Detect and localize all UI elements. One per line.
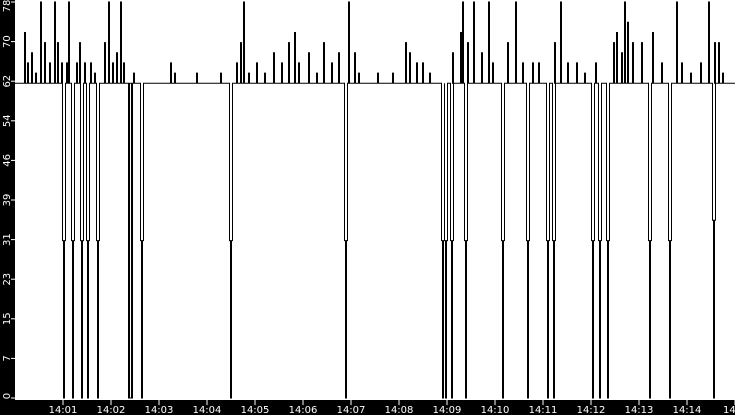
x-tick-label: 14:08 [385,405,414,415]
x-tick-label: 14:07 [337,405,366,415]
x-tick-label: 14:02 [97,405,126,415]
x-tick-label: 14:14 [673,405,702,415]
x-tick-label: 14:11 [529,405,558,415]
x-tick-label: 14:05 [241,405,270,415]
x-tick-label: 14:01 [49,405,78,415]
y-tick-label: 31 [2,233,13,246]
x-tick-label: 14:04 [193,405,222,415]
y-tick-label: 23 [2,273,13,286]
y-tick-label: 39 [2,194,13,207]
y-tick-label: 7 [2,355,13,361]
y-tick-label: 70 [2,35,13,48]
x-tick-label: 14:10 [481,405,510,415]
x-tick-label: 14:13 [625,405,654,415]
y-tick-label: 0 [2,393,13,399]
x-tick-label: 14:06 [289,405,318,415]
x-tick-label: 14:1 [723,405,735,415]
y-tick-label: 78 [2,0,13,12]
y-tick-label: 62 [2,75,13,88]
y-tick-label: 54 [2,114,13,127]
y-axis: 0 7 15 23 31 39 46 54 62 70 78 [2,0,15,399]
x-tick-label: 14:03 [145,405,174,415]
y-tick-label: 46 [2,154,13,167]
x-axis: 14:01 14:02 14:03 14:04 14:05 14:06 14:07 14:08… [49,400,735,415]
x-tick-label: 14:12 [577,405,606,415]
x-tick-label: 14:09 [433,405,462,415]
series-line [15,1,735,399]
y-tick-label: 15 [2,312,13,325]
series-group [15,1,735,399]
